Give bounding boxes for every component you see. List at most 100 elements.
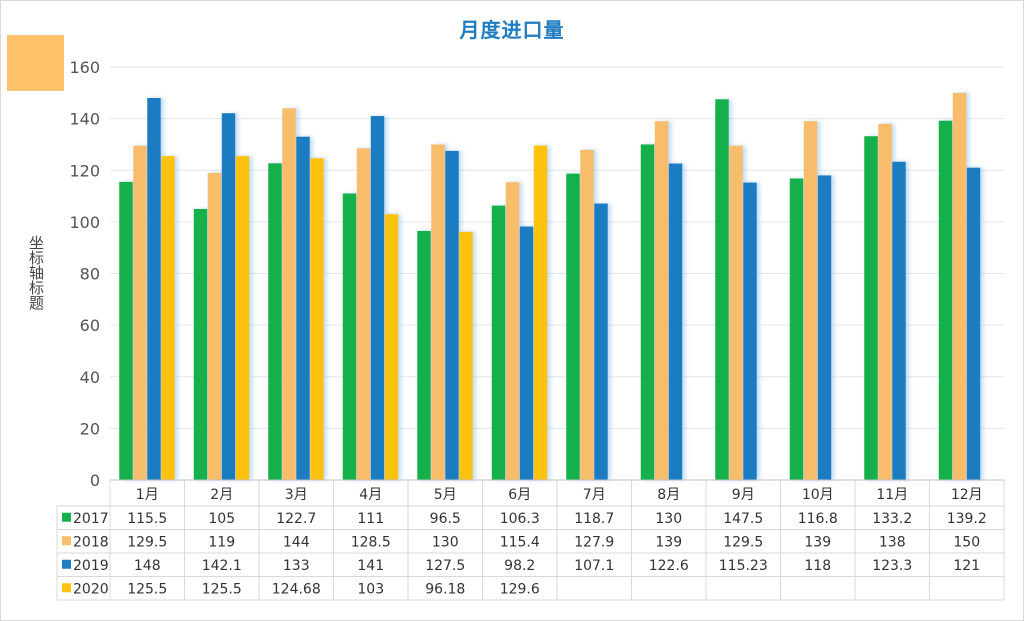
data-label: 118	[804, 558, 831, 574]
data-label: 144	[283, 534, 310, 550]
bar-2018	[729, 145, 743, 480]
legend-swatch-2020	[62, 583, 71, 593]
bar-2017	[268, 163, 282, 480]
x-category-label: 6月	[508, 487, 531, 503]
data-label: 128.5	[351, 534, 391, 550]
data-label: 111	[357, 511, 384, 527]
bar-2020	[384, 214, 399, 480]
chart-title: 月度进口量	[459, 18, 565, 42]
data-label: 138	[879, 534, 906, 550]
y-tick-label: 160	[69, 58, 100, 77]
data-label: 96.5	[430, 511, 461, 527]
bar-2017	[715, 99, 729, 480]
bar-2019	[966, 167, 981, 480]
y-tick-label: 20	[80, 419, 100, 438]
bar-2019	[668, 163, 683, 480]
bar-2019	[370, 116, 385, 480]
bar-2017	[342, 193, 357, 480]
data-label: 115.5	[127, 511, 167, 527]
data-label: 133	[283, 558, 310, 574]
y-tick-label: 80	[80, 265, 100, 284]
data-label: 127.9	[574, 534, 614, 550]
x-category-label: 5月	[434, 487, 457, 503]
y-tick-label: 40	[80, 368, 100, 387]
y-tick-label: 120	[69, 161, 100, 180]
bar-2017	[938, 120, 953, 480]
bar-2019	[743, 182, 757, 480]
data-label: 127.5	[425, 558, 465, 574]
decorative-square	[7, 35, 64, 91]
data-label: 147.5	[723, 511, 763, 527]
bar-2019	[817, 175, 832, 480]
x-category-label: 3月	[285, 487, 308, 503]
x-category-label: 11月	[876, 487, 908, 503]
data-label: 115.23	[719, 558, 768, 574]
bar-2018	[207, 172, 222, 481]
bar-2019	[594, 203, 608, 480]
x-category-label: 9月	[732, 487, 755, 503]
x-category-label: 4月	[359, 487, 382, 503]
bar-2019	[221, 113, 236, 480]
bar-2018	[133, 145, 147, 480]
bar-2017	[864, 136, 878, 481]
bar-2019	[147, 97, 161, 480]
data-label: 139	[655, 534, 682, 550]
data-label: 103	[357, 581, 384, 597]
bar-2018	[654, 121, 669, 481]
bar-2019	[296, 136, 310, 480]
bar-2017	[566, 173, 580, 480]
data-label: 98.2	[504, 558, 535, 574]
bar-2018	[282, 108, 296, 481]
x-category-label: 8月	[657, 487, 680, 503]
legend-label: 2017	[73, 511, 109, 527]
y-axis-title: 坐标轴标题	[27, 235, 45, 310]
x-category-label: 12月	[951, 487, 983, 503]
data-label: 129.5	[127, 534, 167, 550]
bar-2019	[445, 150, 459, 480]
data-label: 123.3	[872, 558, 912, 574]
y-tick-label: 0	[90, 471, 100, 490]
bar-2020	[533, 145, 548, 480]
data-label: 119	[208, 534, 235, 550]
bar-2018	[356, 148, 371, 480]
data-label: 105	[208, 511, 235, 527]
data-label: 130	[655, 511, 682, 527]
data-label: 96.18	[425, 581, 465, 597]
data-label: 121	[953, 558, 980, 574]
bar-2018	[878, 123, 892, 480]
bar-2020	[235, 156, 250, 480]
data-label: 107.1	[574, 558, 614, 574]
data-label: 118.7	[574, 511, 614, 527]
data-label: 141	[357, 558, 384, 574]
data-label: 139	[804, 534, 831, 550]
data-label: 130	[432, 534, 459, 550]
bar-2019	[519, 226, 534, 480]
legend-label: 2019	[73, 558, 109, 574]
legend-swatch-2018	[62, 536, 71, 546]
bar-2017	[789, 178, 804, 480]
x-category-label: 2月	[210, 487, 233, 503]
data-label: 115.4	[500, 534, 540, 550]
data-label: 133.2	[872, 511, 912, 527]
x-category-label: 7月	[583, 487, 606, 503]
legend-swatch-2017	[62, 512, 71, 522]
legend-label: 2020	[73, 581, 109, 597]
data-label: 129.6	[500, 581, 540, 597]
bar-2018	[431, 144, 445, 480]
bar-2018	[505, 182, 520, 480]
data-label: 150	[953, 534, 980, 550]
bar-2018	[952, 92, 967, 480]
data-label: 116.8	[798, 511, 838, 527]
bar-2019	[892, 161, 906, 480]
bar-2020	[310, 158, 324, 481]
bar-2017	[417, 230, 431, 480]
data-label: 122.6	[649, 558, 689, 574]
legend-swatch-2019	[62, 559, 71, 569]
x-category-label: 10月	[802, 487, 834, 503]
bar-2018	[580, 149, 594, 480]
y-tick-label: 140	[69, 110, 100, 129]
data-label: 125.5	[127, 581, 167, 597]
bar-2020	[459, 231, 473, 480]
bar-2017	[640, 144, 655, 480]
